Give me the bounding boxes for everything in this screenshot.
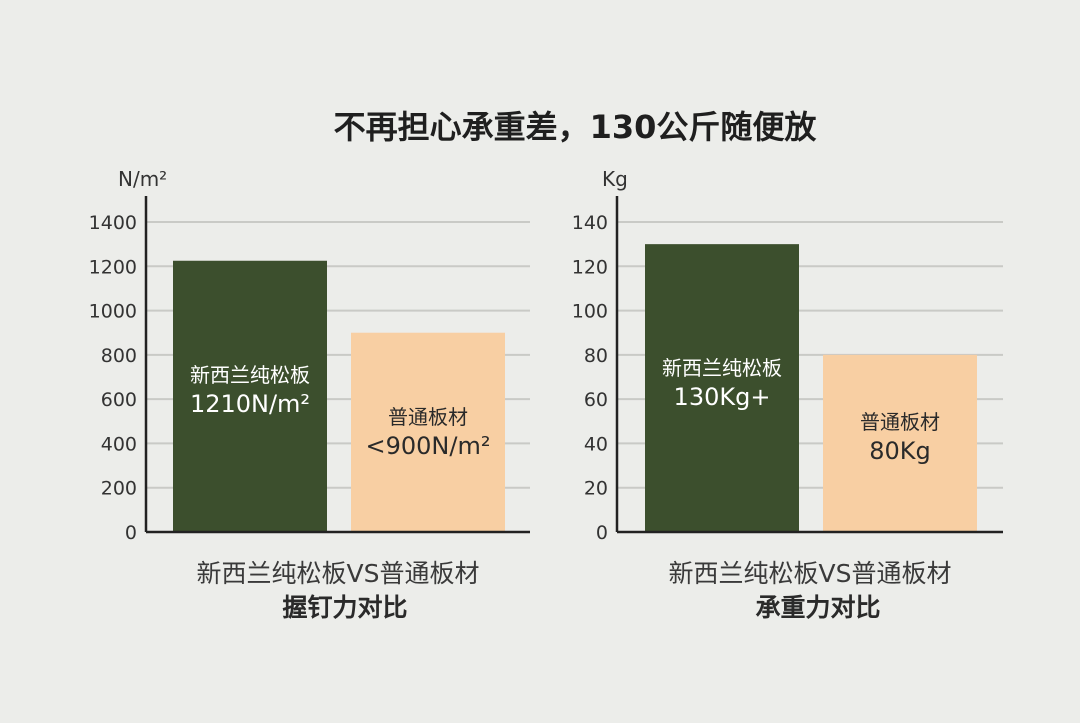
y-tick-label: 80 bbox=[584, 345, 608, 367]
bar-value-label: 1210N/m² bbox=[190, 390, 310, 418]
bar-value-label: <900N/m² bbox=[366, 432, 491, 460]
chart-grip-strength: N/m² 0 200 400 600 800 1000 1200 1400 新西兰纯松板 1210N… bbox=[89, 167, 530, 622]
y-tick-label: 60 bbox=[584, 389, 608, 411]
bar bbox=[351, 332, 505, 532]
y-tick-label: 0 bbox=[596, 522, 608, 544]
bar-value-label: 80Kg bbox=[869, 437, 931, 465]
bar bbox=[173, 260, 327, 532]
y-tick-label: 600 bbox=[101, 389, 137, 411]
chart-caption: 新西兰纯松板VS普通板材 bbox=[669, 559, 952, 588]
bar bbox=[823, 354, 977, 532]
bar-category-label: 新西兰纯松板 bbox=[190, 363, 310, 387]
bar-value-label: 130Kg+ bbox=[674, 383, 771, 411]
y-tick-label: 120 bbox=[572, 256, 608, 278]
y-tick-label: 200 bbox=[101, 478, 137, 500]
y-unit-label: N/m² bbox=[118, 167, 167, 191]
y-tick-label: 0 bbox=[125, 522, 137, 544]
bar-category-label: 普通板材 bbox=[388, 405, 468, 429]
chart-subtitle: 承重力对比 bbox=[755, 593, 880, 622]
chart-subtitle: 握钉力对比 bbox=[282, 593, 407, 622]
y-tick-label: 1000 bbox=[89, 301, 137, 323]
y-tick-label: 140 bbox=[572, 212, 608, 234]
y-unit-label: Kg bbox=[602, 167, 628, 191]
bar-category-label: 普通板材 bbox=[860, 410, 940, 434]
y-tick-label: 1200 bbox=[89, 256, 137, 278]
y-tick-label: 100 bbox=[572, 301, 608, 323]
chart-load-capacity: Kg 0 20 40 60 80 100 120 140 新西兰纯松板 130Kg+ 普通板材 80Kg… bbox=[572, 167, 1003, 622]
y-tick-label: 400 bbox=[101, 433, 137, 455]
y-tick-label: 40 bbox=[584, 433, 608, 455]
y-tick-label: 1400 bbox=[89, 212, 137, 234]
chart-caption: 新西兰纯松板VS普通板材 bbox=[197, 559, 480, 588]
y-tick-label: 20 bbox=[584, 478, 608, 500]
y-tick-label: 800 bbox=[101, 345, 137, 367]
page-title: 不再担心承重差，130公斤随便放 bbox=[334, 108, 818, 146]
bar-category-label: 新西兰纯松板 bbox=[662, 356, 782, 380]
bar bbox=[645, 244, 799, 532]
